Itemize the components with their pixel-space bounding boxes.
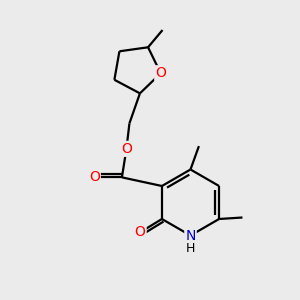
Text: O: O bbox=[89, 170, 100, 184]
Text: N: N bbox=[185, 229, 196, 242]
Text: O: O bbox=[155, 66, 166, 80]
Text: H: H bbox=[186, 242, 195, 256]
Text: O: O bbox=[121, 142, 132, 156]
Text: O: O bbox=[135, 225, 146, 239]
